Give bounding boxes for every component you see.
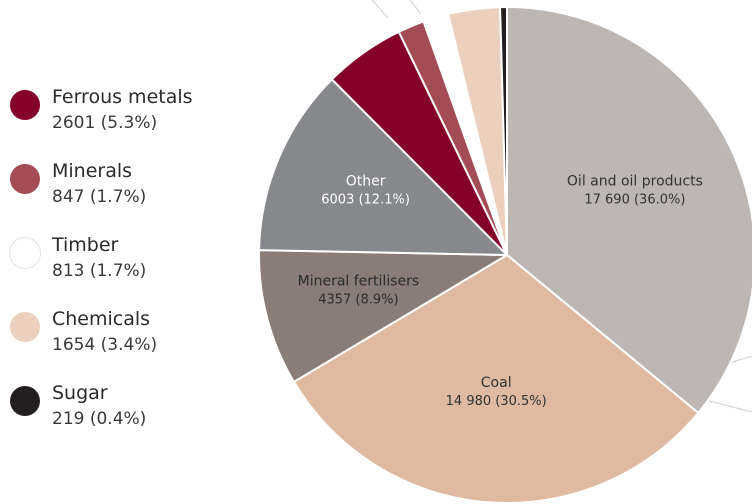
legend-label-minerals: Minerals [52, 160, 133, 182]
slice-label-coal: Coal [481, 375, 512, 391]
legend-value-ferrous-metals: 2601 (5.3%) [52, 113, 158, 133]
legend-label-timber: Timber [52, 234, 119, 256]
legend-swatch-ferrous-metals [10, 90, 40, 120]
legend-value-timber: 813 (1.7%) [52, 261, 147, 281]
pie-slice-labels: Oil and oil products 17 690 (36.0%) Coal 14… [298, 174, 703, 409]
legend-label-ferrous-metals: Ferrous metals [52, 86, 193, 108]
legend-swatch-timber [10, 238, 40, 268]
legend-swatch-sugar [10, 386, 40, 416]
pie-slice-coal [292, 254, 700, 504]
legend-value-sugar: 219 (0.4%) [52, 409, 147, 429]
legend-swatch-minerals [10, 164, 40, 194]
legend-label-sugar: Sugar [52, 382, 108, 404]
slice-value-oil-and-oil-products: 17 690 (36.0%) [584, 193, 685, 208]
slice-label-mineral-fertilisers: Mineral fertilisers [298, 273, 420, 289]
slice-value-coal: 14 980 (30.5%) [446, 394, 547, 409]
slice-label-other: Other [346, 174, 386, 190]
legend-swatch-chemicals [10, 312, 40, 342]
legend-label-chemicals: Chemicals [52, 308, 151, 330]
pie-slice-sugar [499, 6, 508, 256]
pie-slice-oil-and-oil-products [506, 6, 752, 414]
slice-value-other: 6003 (12.1%) [321, 193, 410, 208]
pie-slices [258, 6, 752, 504]
legend-value-chemicals: 1654 (3.4%) [52, 335, 158, 355]
slice-value-mineral-fertilisers: 4357 (8.9%) [318, 292, 398, 307]
pie-slice-mineral-fertilisers [258, 249, 508, 383]
pie-slice-other [258, 78, 508, 256]
slice-label-oil-and-oil-products: Oil and oil products [567, 174, 703, 190]
legend-value-minerals: 847 (1.7%) [52, 187, 147, 207]
